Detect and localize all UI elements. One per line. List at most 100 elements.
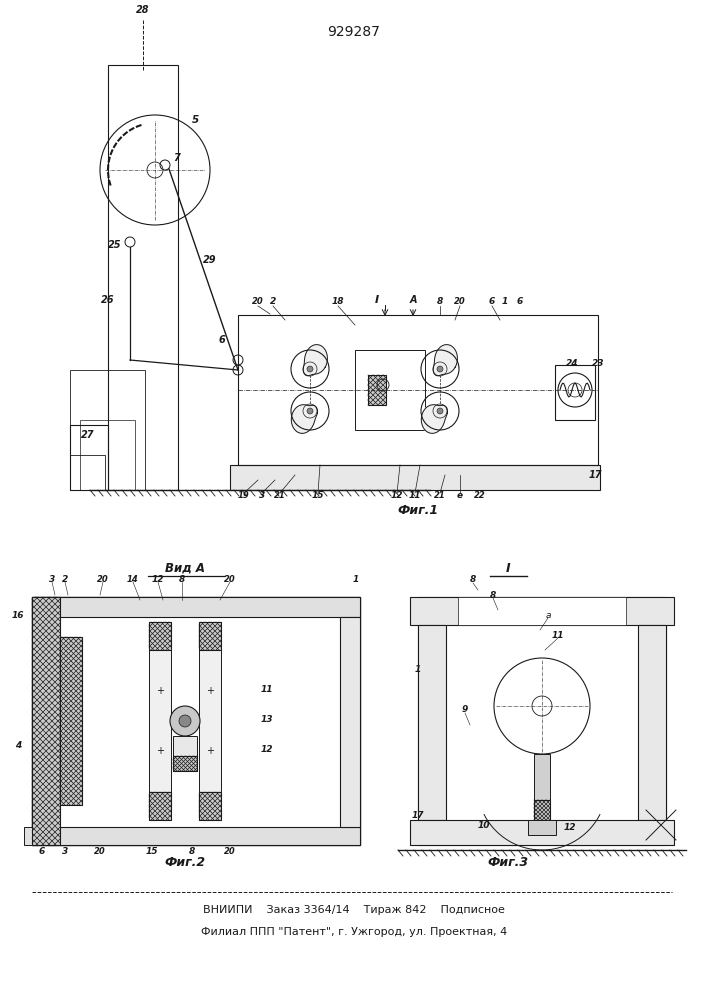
Bar [638, 625, 666, 820]
Bar [32, 597, 360, 845]
Text: 15: 15 [146, 848, 158, 856]
Text: 22: 22 [474, 491, 486, 500]
Bar [70, 370, 145, 490]
Bar [149, 792, 171, 820]
Text: +: + [156, 746, 164, 756]
Text: e: e [457, 491, 463, 500]
Bar [368, 375, 386, 405]
Bar [410, 597, 674, 625]
Bar [149, 622, 171, 650]
Text: Филиал ППП "Патент", г. Ужгород, ул. Проектная, 4: Филиал ППП "Патент", г. Ужгород, ул. Про… [201, 927, 507, 937]
Bar [108, 65, 178, 490]
Bar [355, 350, 425, 430]
Text: 12: 12 [391, 491, 403, 500]
Text: Фиг.1: Фиг.1 [397, 504, 438, 516]
Bar [230, 465, 600, 490]
Text: 20: 20 [94, 848, 106, 856]
Text: 8: 8 [189, 848, 195, 856]
Text: 7: 7 [174, 153, 180, 163]
Circle shape [179, 715, 191, 727]
Text: ВНИИПИ    Заказ 3364/14    Тираж 842    Подписное: ВНИИПИ Заказ 3364/14 Тираж 842 Подписное [203, 905, 505, 915]
Bar [149, 622, 171, 820]
Bar [418, 597, 666, 845]
Text: 3: 3 [62, 848, 68, 856]
Bar [24, 827, 32, 845]
Text: 6: 6 [39, 848, 45, 856]
Bar [70, 425, 108, 490]
Text: 8: 8 [470, 576, 476, 584]
Text: +: + [206, 746, 214, 756]
Bar [534, 754, 550, 820]
Text: 9: 9 [462, 706, 468, 714]
Text: 14: 14 [127, 574, 139, 584]
Text: 17: 17 [588, 470, 602, 480]
Bar [32, 597, 60, 845]
Bar [340, 617, 360, 827]
Text: 3: 3 [259, 491, 265, 500]
Text: 20: 20 [224, 848, 236, 856]
Text: 20: 20 [252, 298, 264, 306]
Text: 11: 11 [261, 686, 273, 694]
Circle shape [437, 366, 443, 372]
Text: 29: 29 [203, 255, 217, 265]
Text: 1: 1 [353, 574, 359, 584]
Circle shape [307, 366, 313, 372]
Text: Фиг.3: Фиг.3 [487, 856, 529, 868]
Text: 6: 6 [489, 298, 495, 306]
Text: 12: 12 [261, 746, 273, 754]
Text: 4: 4 [15, 740, 21, 750]
Text: +: + [206, 686, 214, 696]
Text: 5: 5 [192, 115, 199, 125]
Text: 2: 2 [270, 298, 276, 306]
Text: 6: 6 [517, 298, 523, 306]
Text: I: I [506, 562, 510, 574]
Bar [199, 622, 221, 820]
Polygon shape [291, 405, 317, 433]
Bar [173, 736, 197, 771]
Text: 28: 28 [136, 5, 150, 15]
Text: 6: 6 [218, 335, 226, 345]
Polygon shape [421, 405, 448, 433]
Text: 23: 23 [592, 359, 604, 367]
Polygon shape [303, 345, 327, 376]
Text: 13: 13 [261, 716, 273, 724]
Text: 8: 8 [490, 590, 496, 599]
Text: 17: 17 [411, 810, 424, 820]
Text: 12: 12 [563, 824, 576, 832]
Text: 16: 16 [12, 610, 24, 619]
Text: 11: 11 [551, 631, 564, 640]
Text: 25: 25 [108, 240, 122, 250]
Text: 19: 19 [238, 491, 250, 500]
Bar [32, 827, 360, 845]
Text: 20: 20 [454, 298, 466, 306]
Text: A: A [409, 295, 416, 305]
Bar [410, 820, 674, 845]
Text: 15: 15 [312, 491, 325, 500]
Text: a: a [545, 610, 551, 619]
Text: +: + [156, 686, 164, 696]
Bar [80, 420, 135, 490]
Text: 1: 1 [415, 666, 421, 674]
Circle shape [437, 408, 443, 414]
Text: 12: 12 [152, 574, 164, 584]
Bar [199, 792, 221, 820]
Text: 27: 27 [81, 430, 95, 440]
Text: 11: 11 [409, 491, 421, 500]
Text: 26: 26 [101, 295, 115, 305]
Bar [555, 365, 595, 420]
Bar [418, 625, 446, 820]
Text: I: I [375, 295, 379, 305]
Text: 8: 8 [179, 574, 185, 584]
Bar [173, 756, 197, 771]
Bar [60, 637, 82, 805]
Bar [70, 455, 105, 490]
Text: 21: 21 [434, 491, 446, 500]
Text: 3: 3 [49, 574, 55, 584]
Text: 2: 2 [62, 574, 68, 584]
Text: 8: 8 [437, 298, 443, 306]
Bar [238, 315, 598, 465]
Text: 20: 20 [97, 574, 109, 584]
Text: 1: 1 [502, 298, 508, 306]
Text: 20: 20 [224, 574, 236, 584]
Text: 18: 18 [332, 298, 344, 306]
